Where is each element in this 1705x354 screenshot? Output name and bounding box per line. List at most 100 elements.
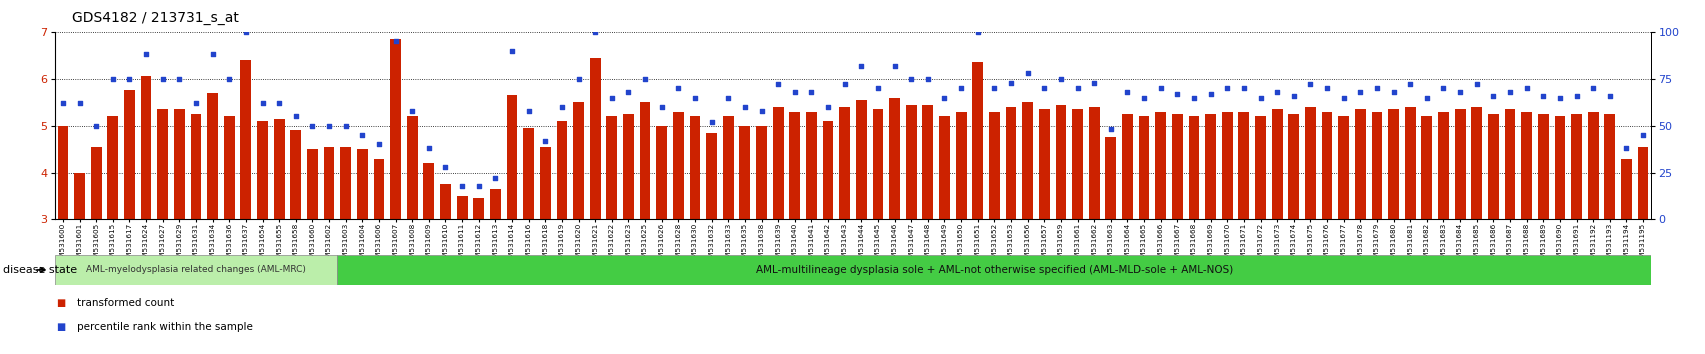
Bar	[390, 39, 401, 219]
Point	[880, 63, 907, 68]
Point	[1079, 80, 1107, 85]
Bar	[523, 128, 534, 219]
Bar	[871, 109, 883, 219]
Point	[1412, 95, 1439, 101]
Bar	[1337, 116, 1349, 219]
Point	[1130, 95, 1158, 101]
Point	[249, 100, 276, 106]
Bar	[324, 147, 334, 219]
Point	[49, 100, 77, 106]
Point	[116, 76, 143, 81]
Bar	[1354, 109, 1366, 219]
Bar	[888, 98, 900, 219]
Point	[581, 29, 609, 35]
Bar	[1454, 109, 1465, 219]
Point	[1180, 95, 1207, 101]
Bar	[672, 112, 684, 219]
Bar	[356, 149, 368, 219]
Point	[332, 123, 360, 129]
Point	[1113, 89, 1141, 95]
Point	[1296, 81, 1323, 87]
Point	[1030, 85, 1057, 91]
Point	[1596, 93, 1623, 98]
Point	[414, 145, 442, 151]
Point	[266, 100, 293, 106]
Bar	[573, 102, 583, 219]
Bar	[723, 116, 733, 219]
Bar	[590, 58, 600, 219]
Point	[997, 80, 1025, 85]
Bar	[622, 114, 634, 219]
Point	[199, 52, 227, 57]
Bar	[273, 119, 285, 219]
Bar	[240, 60, 251, 219]
Bar	[140, 76, 152, 219]
Point	[148, 76, 176, 81]
Bar	[1437, 112, 1448, 219]
Bar	[1553, 116, 1565, 219]
Bar	[1620, 159, 1632, 219]
Point	[547, 104, 575, 110]
Bar	[472, 198, 484, 219]
Point	[665, 85, 692, 91]
Point	[1246, 95, 1274, 101]
Point	[798, 89, 825, 95]
Point	[1279, 93, 1306, 98]
Bar	[223, 116, 235, 219]
Bar	[107, 116, 118, 219]
Point	[1330, 95, 1357, 101]
Bar	[1188, 116, 1199, 219]
Bar	[1321, 112, 1332, 219]
Bar	[457, 196, 467, 219]
Point	[680, 95, 708, 101]
Bar	[339, 147, 351, 219]
Point	[931, 95, 958, 101]
Bar	[605, 116, 617, 219]
Point	[431, 164, 459, 170]
Bar	[206, 93, 218, 219]
Bar	[1504, 109, 1514, 219]
Text: disease state: disease state	[3, 265, 77, 275]
Bar	[73, 172, 85, 219]
Point	[648, 104, 675, 110]
Bar	[755, 126, 767, 219]
Point	[697, 119, 725, 125]
Point	[1047, 76, 1074, 81]
Bar	[656, 126, 667, 219]
Bar	[955, 112, 967, 219]
Bar	[1420, 116, 1432, 219]
Bar	[1487, 114, 1499, 219]
Bar	[1521, 112, 1531, 219]
Point	[1362, 85, 1390, 91]
Bar	[1255, 116, 1265, 219]
Point	[532, 138, 559, 143]
Point	[764, 81, 791, 87]
Bar	[738, 126, 750, 219]
Point	[631, 76, 658, 81]
Point	[747, 108, 774, 114]
Bar	[772, 107, 783, 219]
Point	[365, 142, 392, 147]
Bar	[905, 104, 916, 219]
Point	[298, 123, 326, 129]
Bar	[972, 62, 982, 219]
Point	[864, 85, 892, 91]
Point	[1579, 85, 1606, 91]
Point	[82, 123, 109, 129]
Bar	[689, 116, 701, 219]
Bar	[989, 112, 999, 219]
Point	[448, 183, 476, 189]
Bar	[1021, 102, 1033, 219]
Bar	[373, 159, 384, 219]
Bar	[157, 109, 169, 219]
Point	[1197, 91, 1224, 97]
Bar	[1371, 112, 1381, 219]
Bar	[1603, 114, 1615, 219]
Text: GDS4182 / 213731_s_at: GDS4182 / 213731_s_at	[72, 11, 239, 25]
Bar	[1221, 112, 1233, 219]
Bar	[58, 126, 68, 219]
Point	[1313, 85, 1340, 91]
Bar	[338, 255, 1650, 285]
Text: ■: ■	[56, 322, 65, 332]
Point	[614, 89, 641, 95]
